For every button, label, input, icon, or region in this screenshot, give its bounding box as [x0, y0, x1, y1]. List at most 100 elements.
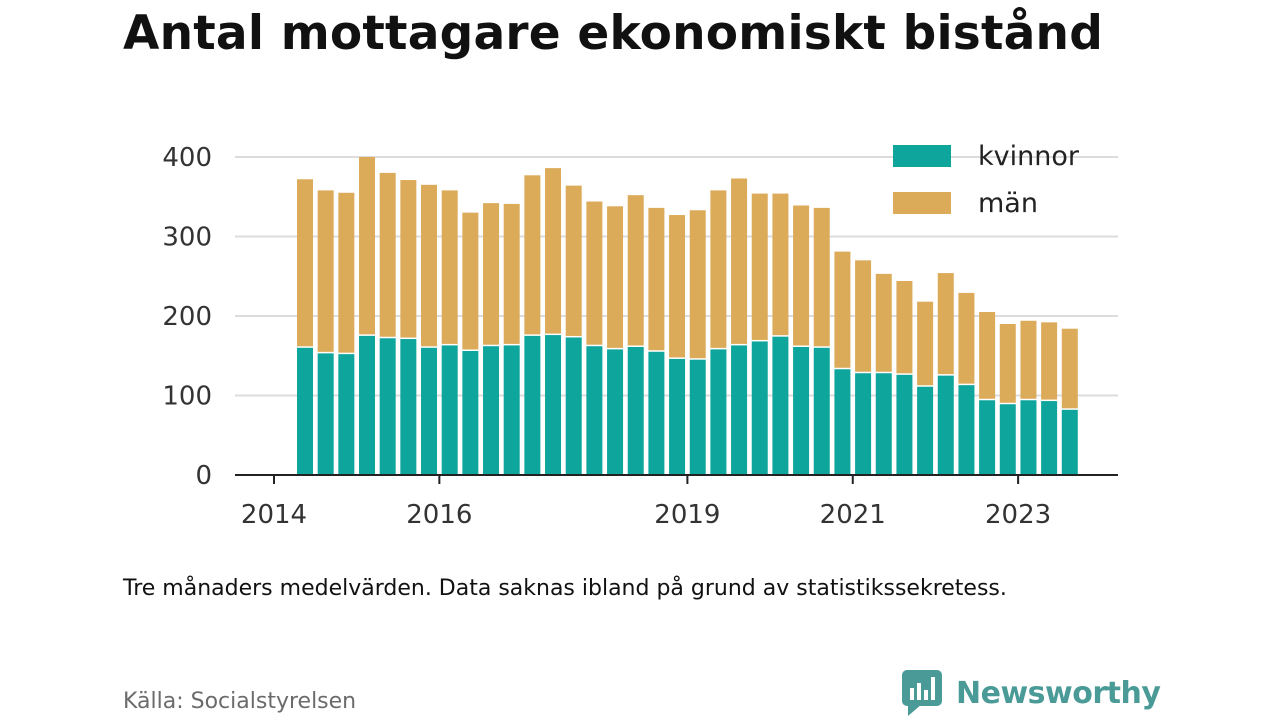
bar-kvinnor	[648, 351, 665, 475]
bar-kvinnor	[937, 375, 954, 475]
x-tick-label: 2016	[406, 500, 472, 530]
bar-man	[648, 207, 665, 351]
x-tick-label: 2019	[654, 500, 720, 530]
bar-man	[689, 210, 706, 359]
bar-man	[855, 260, 872, 372]
bar-man	[421, 184, 438, 347]
y-tick-label: 300	[162, 223, 212, 253]
y-tick-label: 400	[162, 143, 212, 173]
bar-kvinnor	[689, 359, 706, 475]
bar-man	[731, 178, 748, 344]
bar-kvinnor	[565, 337, 582, 475]
bar-kvinnor	[669, 358, 686, 475]
bar-man	[400, 180, 417, 338]
legend: kvinnor män	[893, 141, 1080, 219]
bar-man	[937, 273, 954, 375]
bar-kvinnor	[834, 369, 851, 475]
bar-man	[710, 190, 727, 348]
x-tick-label: 2021	[820, 500, 886, 530]
bar-kvinnor	[917, 386, 934, 475]
bar-kvinnor	[359, 335, 376, 475]
bar-kvinnor	[1061, 409, 1078, 475]
bar-man	[793, 205, 810, 346]
bar-man	[545, 168, 562, 334]
bar-kvinnor	[875, 373, 892, 475]
bar-kvinnor	[772, 336, 789, 475]
bar-kvinnor	[297, 347, 313, 475]
chart-title: Antal mottagare ekonomiskt bistånd	[123, 6, 1104, 61]
chart-caption: Tre månaders medelvärden. Data saknas ib…	[123, 576, 1007, 601]
bar-man	[524, 175, 541, 335]
bar-kvinnor	[338, 354, 355, 475]
bar-man	[875, 273, 892, 372]
bar-kvinnor	[1020, 400, 1037, 475]
axes: 0 100 200 300 400 2014 2016 2019 2021 2023	[162, 143, 1118, 530]
bar-man	[607, 206, 624, 348]
bar-kvinnor	[979, 400, 996, 475]
bar-kvinnor	[379, 338, 396, 475]
source-note: Källa: Socialstyrelsen	[123, 689, 357, 714]
bar-man	[999, 323, 1016, 403]
bar-man	[958, 292, 975, 384]
bar-kvinnor	[710, 349, 727, 475]
bar-man	[813, 207, 830, 347]
bar-man	[586, 201, 603, 345]
bar-kvinnor	[421, 347, 438, 475]
y-tick-label: 100	[162, 382, 212, 412]
bar-man	[483, 203, 500, 345]
y-tick-label: 0	[195, 461, 212, 491]
bars	[297, 157, 1078, 475]
bar-man	[462, 212, 479, 350]
bar-kvinnor	[607, 349, 624, 475]
bar-man	[896, 281, 913, 374]
bar-man	[1061, 328, 1078, 409]
bar-kvinnor	[958, 385, 975, 475]
bar-kvinnor	[524, 335, 541, 475]
bar-kvinnor	[1041, 401, 1058, 475]
bar-kvinnor	[813, 347, 830, 475]
newsworthy-logo-text: Newsworthy	[956, 675, 1161, 711]
bar-man	[627, 195, 644, 346]
newsworthy-logo: Newsworthy	[902, 670, 1161, 716]
bar-kvinnor	[483, 346, 500, 475]
bar-kvinnor	[751, 341, 768, 475]
bar-man	[669, 215, 686, 358]
bar-kvinnor	[855, 373, 872, 475]
bar-kvinnor	[586, 346, 603, 475]
bar-man	[338, 192, 355, 353]
bar-kvinnor	[731, 345, 748, 475]
legend-label-män: män	[978, 188, 1038, 219]
y-tick-label: 200	[162, 302, 212, 332]
bar-man	[979, 312, 996, 399]
bar-kvinnor	[545, 335, 562, 475]
bar-man	[751, 193, 768, 340]
bar-kvinnor	[503, 345, 520, 475]
legend-swatch-kvinnor	[893, 145, 951, 167]
bar-man	[359, 157, 376, 335]
bar-man	[1020, 320, 1037, 399]
bar-man	[1041, 322, 1058, 400]
bar-kvinnor	[400, 339, 417, 475]
bar-man	[917, 301, 934, 386]
bar-man	[379, 172, 396, 337]
bar-kvinnor	[793, 347, 810, 475]
x-tick-label: 2023	[985, 500, 1051, 530]
bar-man	[772, 193, 789, 336]
bar-man	[834, 251, 851, 368]
bar-kvinnor	[317, 353, 334, 475]
bar-man	[317, 190, 334, 352]
bar-kvinnor	[999, 404, 1016, 475]
bar-man	[503, 203, 520, 344]
legend-label-kvinnor: kvinnor	[978, 141, 1080, 172]
bar-kvinnor	[441, 345, 458, 475]
newsworthy-logo-icon	[902, 670, 942, 716]
legend-swatch-män	[893, 192, 951, 214]
bar-kvinnor	[896, 374, 913, 475]
bar-man	[565, 185, 582, 336]
bar-man	[297, 179, 313, 347]
bar-kvinnor	[462, 350, 479, 475]
bar-kvinnor	[627, 347, 644, 475]
x-tick-label: 2014	[241, 500, 307, 530]
bar-man	[441, 190, 458, 344]
